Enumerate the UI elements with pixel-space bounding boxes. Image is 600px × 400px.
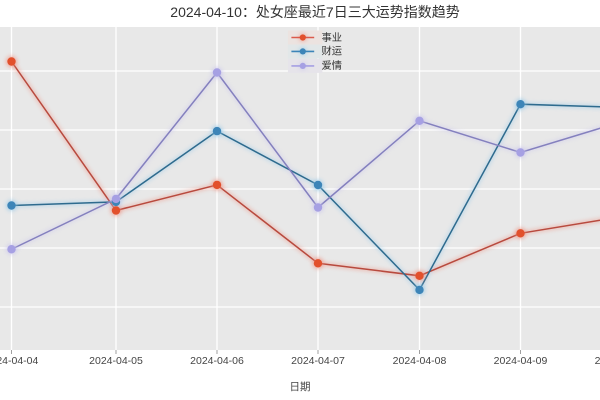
svg-text:2024-04-04: 2024-04-04 [0, 355, 39, 367]
svg-text:2024-04-07: 2024-04-07 [291, 355, 345, 367]
svg-text:爱情: 爱情 [322, 59, 343, 72]
svg-text:2024-04-06: 2024-04-06 [190, 355, 244, 367]
svg-text:2024-04-10: 2024-04-10 [595, 355, 600, 367]
svg-text:2024-04-10：处女座最近7日三大运势指数趋势: 2024-04-10：处女座最近7日三大运势指数趋势 [170, 4, 459, 20]
svg-text:2024-04-08: 2024-04-08 [393, 355, 447, 367]
svg-text:2024-04-09: 2024-04-09 [494, 355, 548, 367]
svg-text:日期: 日期 [290, 381, 311, 393]
svg-text:财运: 财运 [322, 45, 343, 58]
svg-text:事业: 事业 [322, 31, 343, 44]
svg-text:2024-04-05: 2024-04-05 [89, 355, 143, 367]
